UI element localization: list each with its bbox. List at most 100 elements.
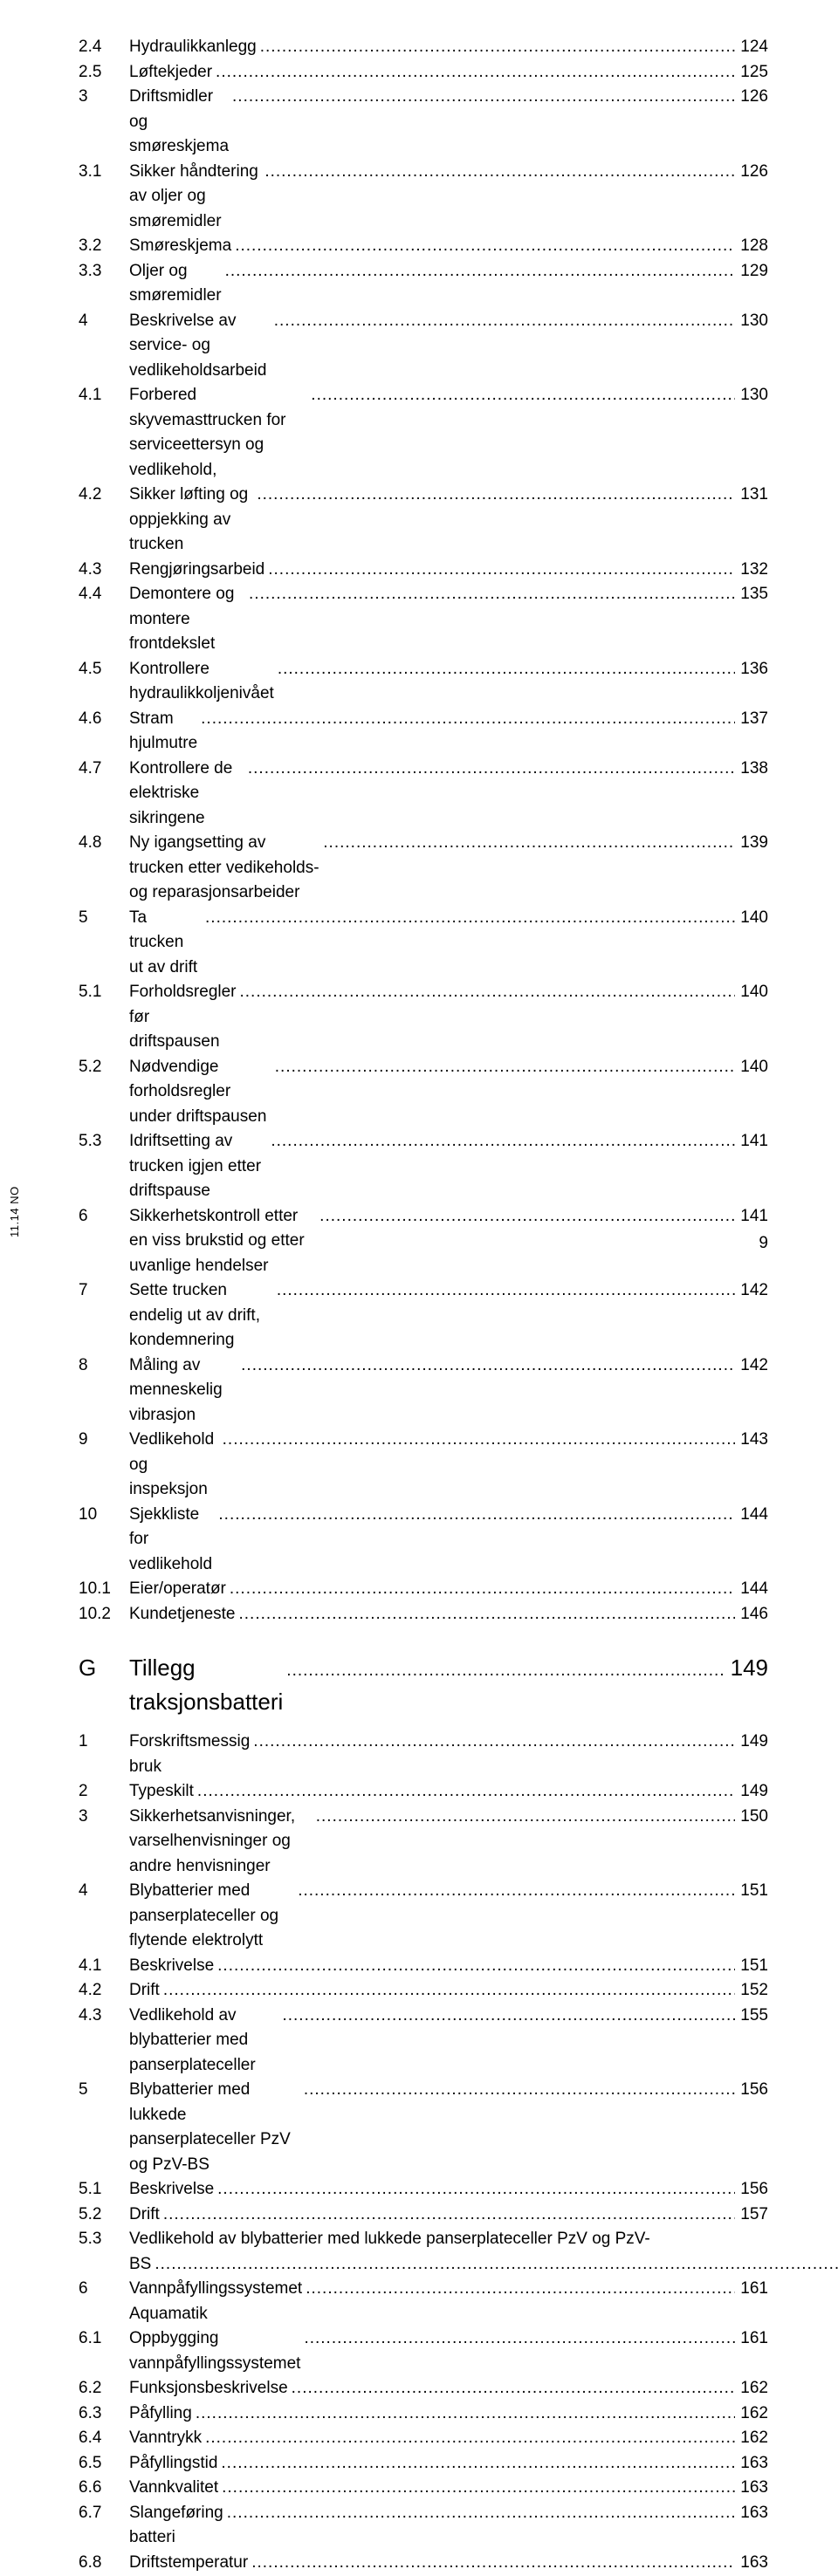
toc-entry-title: Forskriftsmessig bruk <box>129 1730 250 1779</box>
toc-entry-page: 152 <box>735 1978 768 2004</box>
toc-leader <box>316 1204 735 1230</box>
toc-entry-page: 161 <box>735 2326 768 2352</box>
toc-entry-title: Blybatterier med lukkede panserplatecell… <box>129 2078 300 2177</box>
toc-entry-number: G <box>79 1651 129 1685</box>
toc-entry-row: 5.2Nødvendige forholdsregler under drift… <box>79 1055 768 1130</box>
toc-entry-row: 5.1Forholdsregler før driftspausen140 <box>79 980 768 1055</box>
toc-entry-row: 2.4Hydraulikkanlegg124 <box>79 35 768 60</box>
toc-entry-title: Forholdsregler før driftspausen <box>129 980 237 1055</box>
toc-entry-title: Vedlikehold og inspeksjon <box>129 1428 219 1503</box>
toc-entry-number: 10 <box>79 1503 129 1528</box>
toc-entry-page: 128 <box>735 234 768 259</box>
toc-entry-page: 146 <box>735 1602 768 1627</box>
toc-entry-row: 2Typeskilt149 <box>79 1779 768 1805</box>
toc-entry-page: 137 <box>735 707 768 732</box>
toc-entry-page: 149 <box>735 1779 768 1805</box>
toc-entry-row: 7Sette trucken endelig ut av drift, kond… <box>79 1278 768 1353</box>
toc-entry-row: 5.3Vedlikehold av blybatterier med lukke… <box>79 2227 768 2277</box>
toc-entry-page: 150 <box>735 1805 768 1830</box>
toc-entry-page: 140 <box>735 1055 768 1080</box>
toc-entry-number: 6 <box>79 2277 129 2302</box>
toc-entry-page: 144 <box>735 1503 768 1528</box>
toc-entry-title: Sikkerhetsanvisninger, varselhenvisninge… <box>129 1805 313 1880</box>
toc-entry-title: Oppbygging vannpåfyllingssystemet <box>129 2326 300 2376</box>
toc-entry-title: Påfyllingstid <box>129 2451 217 2477</box>
toc-leader <box>274 657 735 682</box>
toc-entry-title: Forbered skyvemasttrucken for serviceett… <box>129 383 307 483</box>
toc-entry-number: 10.2 <box>79 1602 129 1627</box>
toc-entry-title: Sikker håndtering av oljer og smøremidle… <box>129 160 261 235</box>
toc-leader <box>212 60 735 86</box>
toc-entry-number: 6.5 <box>79 2451 129 2477</box>
toc-entry-number: 8 <box>79 1353 129 1379</box>
toc-entry-title: Beskrivelse av service- og vedlikeholdsa… <box>129 309 271 384</box>
toc-entry-row: 9Vedlikehold og inspeksjon143 <box>79 1428 768 1503</box>
toc-entry-row: 4Blybatterier med panserplateceller og f… <box>79 1879 768 1954</box>
toc-entry-page: 129 <box>735 259 768 284</box>
toc-entry-title: Typeskilt <box>129 1779 194 1805</box>
toc-leader <box>222 259 736 284</box>
toc-leader <box>231 234 735 259</box>
toc-entry-title: Vedlikehold av blybatterier med lukkede … <box>129 2227 838 2252</box>
toc-entry-title: Smøreskjema <box>129 234 231 259</box>
toc-entry-number: 6.3 <box>79 2401 129 2427</box>
toc-entry-number: 3.3 <box>79 259 129 284</box>
toc-entry-number: 4 <box>79 309 129 334</box>
toc-entry-row: 4.2Sikker løfting og oppjekking av truck… <box>79 483 768 558</box>
toc-entry-page: 164 <box>735 2575 768 2576</box>
toc-entry-row: 4.3Vedlikehold av blybatterier med panse… <box>79 2004 768 2079</box>
toc-entry-title: Rengjøringstiltak <box>129 2575 253 2576</box>
page-number: 9 <box>759 1234 768 1253</box>
toc-entry-row: 4.6Stram hjulmutre137 <box>79 707 768 757</box>
toc-entry-row: 4.5Kontrollere hydraulikkoljenivået136 <box>79 657 768 707</box>
toc-entry-title: Oljer og smøremidler <box>129 259 222 309</box>
toc-entry-number: 6.2 <box>79 2376 129 2401</box>
toc-leader <box>236 1602 736 1627</box>
toc-entry-title: Driftsmidler og smøreskjema <box>129 85 229 160</box>
toc-leader <box>253 2575 736 2576</box>
toc-entry-row: 6.5Påfyllingstid163 <box>79 2451 768 2477</box>
toc-entry-title: Idriftsetting av trucken igjen etter dri… <box>129 1129 267 1204</box>
toc-entry-row: 8Måling av menneskelig vibrasjon142 <box>79 1353 768 1428</box>
toc-entry-page: 161 <box>735 2277 768 2302</box>
toc-entry-row: 3.3Oljer og smøremidler 129 <box>79 259 768 309</box>
toc-entry-title: Slangeføring batteri <box>129 2501 223 2551</box>
toc-entry-title: Blybatterier med panserplateceller og fl… <box>129 1879 294 1954</box>
toc-entry-title: Funksjonsbeskrivelse <box>129 2376 288 2401</box>
toc-entry-page: 139 <box>735 831 768 856</box>
toc-entry-row: 4.1Forbered skyvemasttrucken for service… <box>79 383 768 483</box>
toc-entry-title: Kundetjeneste <box>129 1602 236 1627</box>
toc-entry-number: 6.7 <box>79 2501 129 2526</box>
toc-entry-row: 6.8Driftstemperatur163 <box>79 2551 768 2576</box>
toc-entry-number: 7 <box>79 1278 129 1304</box>
toc-leader <box>215 1503 735 1528</box>
toc-entry-title: Vannpåfyllingssystemet Aquamatik <box>129 2277 302 2326</box>
toc-content: 2.4Hydraulikkanlegg1242.5Løftekjeder1253… <box>79 35 768 2576</box>
toc-entry-title: Hydraulikkanlegg <box>129 35 257 60</box>
toc-leader <box>257 35 736 60</box>
toc-entry-page: 156 <box>735 2078 768 2103</box>
toc-entry-title: Løftekjeder <box>129 60 212 86</box>
toc-leader <box>244 757 735 782</box>
toc-entry-title: Påfylling <box>129 2401 192 2427</box>
toc-leader <box>300 2326 735 2352</box>
toc-leader <box>218 2476 735 2501</box>
toc-leader <box>217 2451 735 2477</box>
toc-leader <box>253 483 735 508</box>
toc-entry-row: 5.3Idriftsetting av trucken igjen etter … <box>79 1129 768 1204</box>
toc-entry-number: 1 <box>79 1730 129 1755</box>
toc-entry-title: Beskrivelse <box>129 1954 214 1979</box>
toc-entry-row: 6.6Vannkvalitet163 <box>79 2476 768 2501</box>
toc-leader <box>197 707 735 732</box>
toc-leader <box>273 1278 735 1304</box>
toc-leader <box>192 2401 735 2427</box>
toc-entry-number: 5.2 <box>79 1055 129 1080</box>
toc-entry-page: 149 <box>725 1651 768 1685</box>
toc-leader <box>278 2004 735 2029</box>
toc-entry-number: 6 <box>79 1204 129 1230</box>
toc-entry-number: 2.5 <box>79 60 129 86</box>
toc-entry-title: Ny igangsetting av trucken etter vedikeh… <box>129 831 319 906</box>
toc-entry-number: 4.2 <box>79 1978 129 2004</box>
toc-entry-title: Vedlikehold av blybatterier med panserpl… <box>129 2004 278 2079</box>
toc-entry-title: Nødvendige forholdsregler under driftspa… <box>129 1055 271 1130</box>
